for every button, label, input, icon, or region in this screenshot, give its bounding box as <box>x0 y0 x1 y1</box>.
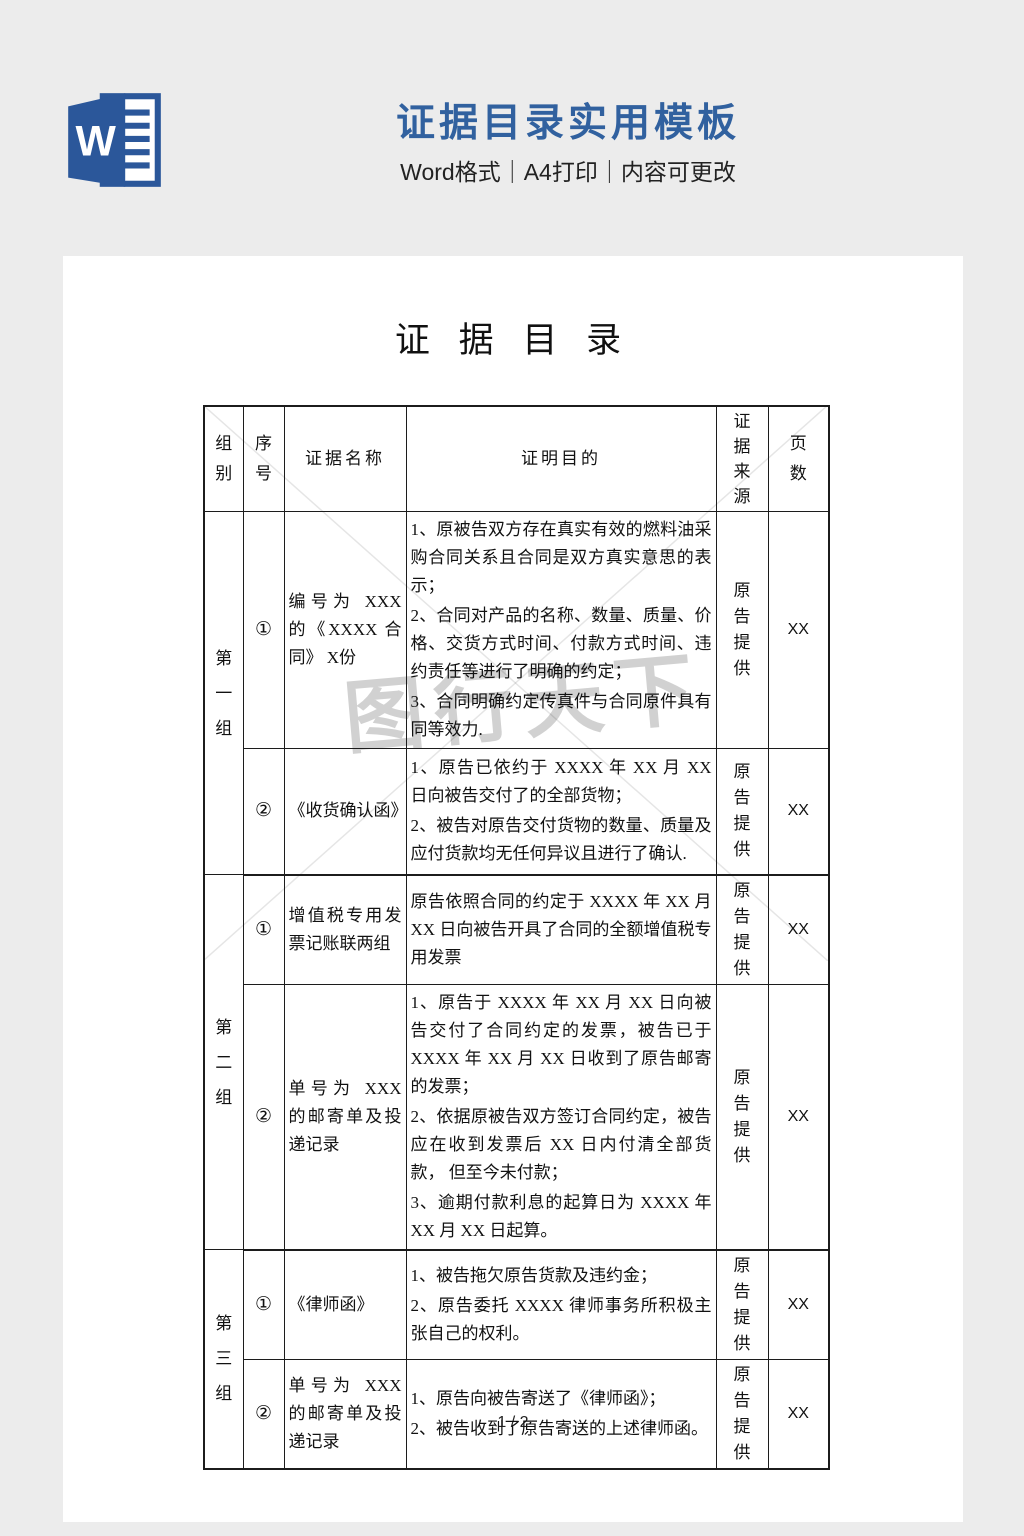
source-cell: 原告提供 <box>715 983 769 1251</box>
pages-cell: XX <box>767 511 830 749</box>
group-label-cell: 第一组 <box>203 511 244 875</box>
pages-cell: XX <box>767 1249 830 1360</box>
col-header-name: 证据名称 <box>283 405 407 512</box>
purpose-cell: 原告依照合同的约定于 XXXX 年 XX 月 XX 日向被告开具了合同的全额增值… <box>405 874 717 985</box>
table-row: ② 《收货确认函》 1、原告已依约于 XXXX 年 XX 月 XX 日向被告交付… <box>204 748 830 876</box>
group-label-cell: 第三组 <box>203 1249 244 1469</box>
source-cell: 原告提供 <box>715 874 769 985</box>
col-header-purpose: 证明目的 <box>405 405 717 512</box>
purpose-cell: 1、原告于 XXXX 年 XX 月 XX 日向被告交付了合同约定的发票，被告已于… <box>405 983 717 1251</box>
seq-cell: ② <box>242 748 285 876</box>
table-row: ② 单号为 XXX 的邮寄单及投递记录 1、原告于 XXXX 年 XX 月 XX… <box>204 983 830 1251</box>
seq-cell: ① <box>242 874 285 985</box>
pages-cell: XX <box>767 748 830 876</box>
pages-cell: XX <box>767 874 830 985</box>
purpose-cell: 1、原被告双方存在真实有效的燃料油采购合同关系且合同是双方真实意思的表示； 2、… <box>405 511 717 749</box>
evidence-name-cell: 增值税专用发票记账联两组 <box>283 874 407 985</box>
table-row: 第三组 ① 《律师函》 1、被告拖欠原告货款及违约金； 2、原告委托 XXXX … <box>203 1249 830 1469</box>
document-title: 证 据 目 录 <box>394 321 632 360</box>
pages-cell: XX <box>767 1358 830 1469</box>
group-label-cell: 第二组 <box>203 874 244 1250</box>
evidence-table: 组别 序号 证据名称 证明目的 证据来源 页数 第一组 ① 编号为 XXX 的《… <box>203 405 830 1470</box>
seq-cell: ② <box>242 1358 285 1469</box>
svg-text:W: W <box>75 117 116 165</box>
evidence-name-cell: 编号为 XXX 的《XXXX 合同》 X份 <box>283 511 407 749</box>
table-row: ② 单号为 XXX 的邮寄单及投递记录 1、原告向被告寄送了《律师函》； 2、被… <box>204 1358 830 1469</box>
template-title: 证据目录实用模板 <box>395 102 740 145</box>
evidence-table-wrapper: 组别 序号 证据名称 证明目的 证据来源 页数 第一组 ① 编号为 XXX 的《… <box>203 405 830 1470</box>
word-logo-icon: W <box>58 84 170 196</box>
template-subtitle: Word格式｜A4打印｜内容可更改 <box>400 159 736 185</box>
source-cell: 原告提供 <box>715 511 769 749</box>
col-header-group: 组别 <box>203 405 244 512</box>
purpose-cell: 1、原告已依约于 XXXX 年 XX 月 XX 日向被告交付了的全部货物； 2、… <box>405 748 717 876</box>
evidence-name-cell: 《律师函》 <box>283 1249 407 1360</box>
table-row: 第一组 ① 编号为 XXX 的《XXXX 合同》 X份 1、原被告双方存在真实有… <box>203 511 830 875</box>
source-cell: 原告提供 <box>715 748 769 876</box>
purpose-cell: 1、被告拖欠原告货款及违约金； 2、原告委托 XXXX 律师事务所积极主张自己的… <box>405 1249 717 1360</box>
evidence-name-cell: 单号为 XXX 的邮寄单及投递记录 <box>283 1358 407 1469</box>
document-page: 证 据 目 录 图行天下 组别 序号 证据名称 证明目的 证据来源 页数 第一组… <box>63 256 963 1522</box>
col-header-pages: 页数 <box>767 405 830 512</box>
table-row: 第二组 ① 增值税专用发票记账联两组 原告依照合同的约定于 XXXX 年 XX … <box>203 874 830 1250</box>
site-header: W 证据目录实用模板 Word格式｜A4打印｜内容可更改 <box>0 0 1024 256</box>
col-header-seq: 序号 <box>242 405 285 512</box>
purpose-cell: 1、原告向被告寄送了《律师函》； 2、被告收到了原告寄送的上述律师函。 <box>405 1358 717 1469</box>
evidence-name-cell: 《收货确认函》 <box>283 748 408 876</box>
source-cell: 原告提供 <box>715 1249 769 1360</box>
source-cell: 原告提供 <box>715 1358 769 1469</box>
col-header-source: 证据来源 <box>715 405 769 512</box>
pages-cell: XX <box>767 983 830 1251</box>
seq-cell: ① <box>242 1249 285 1360</box>
seq-cell: ① <box>242 511 285 749</box>
seq-cell: ② <box>242 983 285 1251</box>
evidence-name-cell: 单号为 XXX 的邮寄单及投递记录 <box>283 983 407 1251</box>
table-header-row: 组别 序号 证据名称 证明目的 证据来源 页数 <box>203 405 830 512</box>
